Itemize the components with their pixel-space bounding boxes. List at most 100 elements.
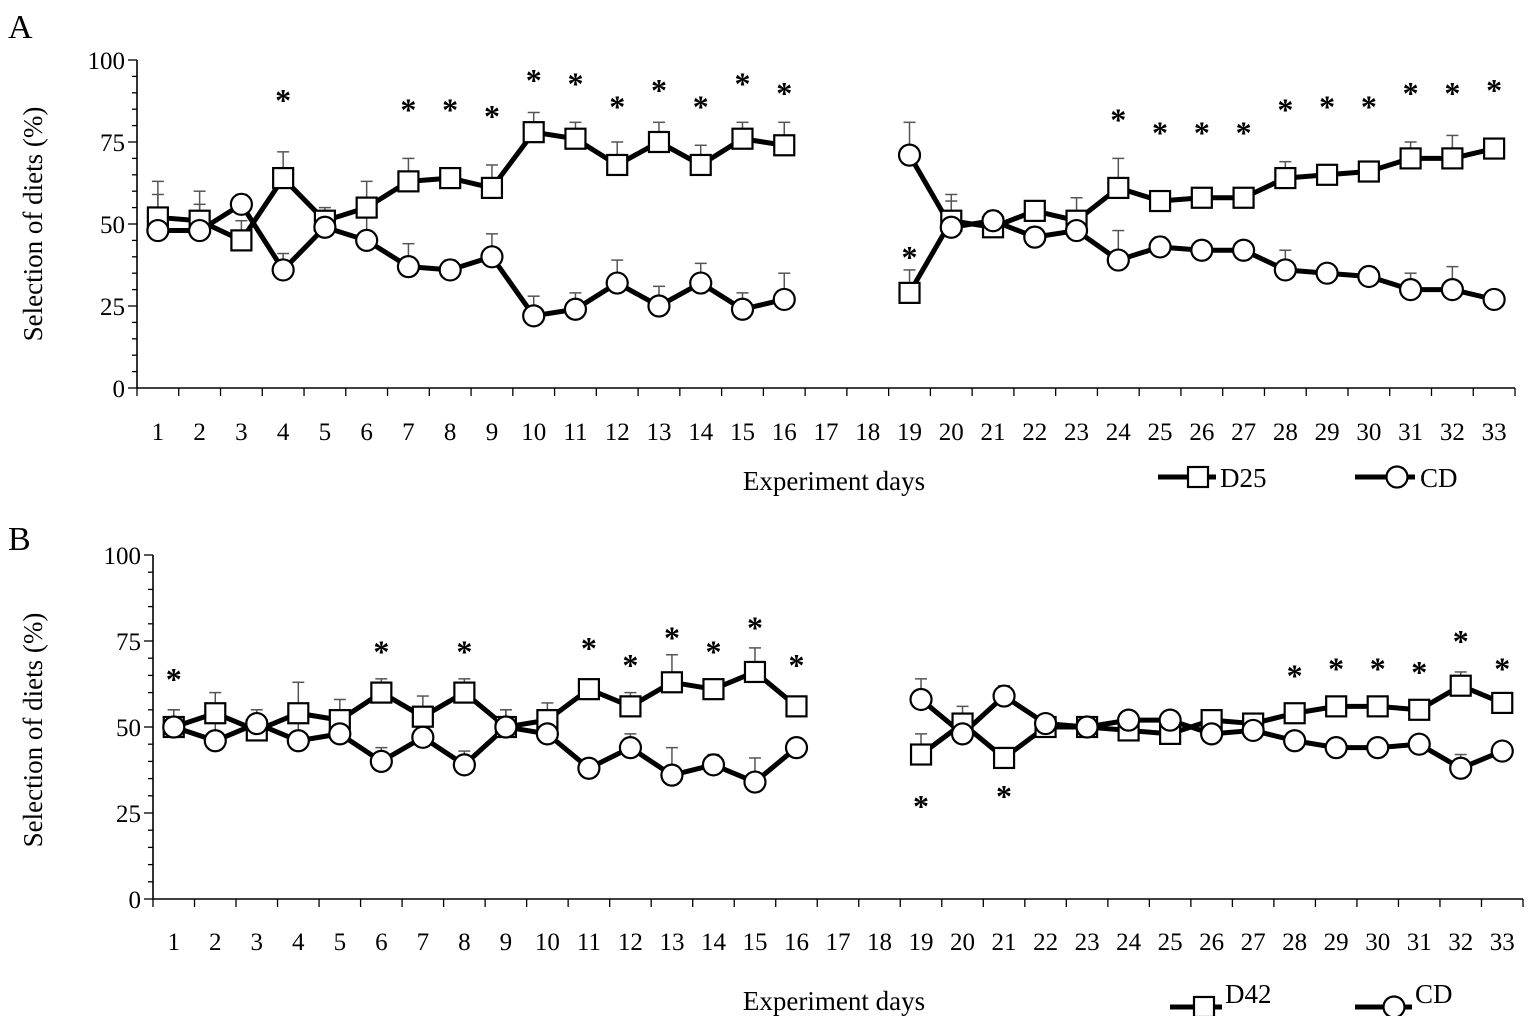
panel-a-point-cd: [229, 192, 253, 216]
panel-a-legend-marker-cd: [1385, 465, 1409, 489]
panel-b-significance-star: *: [1287, 658, 1303, 694]
panel-b-point-cd: [328, 722, 352, 746]
panel-a-significance-star: *: [693, 88, 709, 124]
panel-b-point-cd: [1283, 729, 1307, 753]
panel-b-significance-star: *: [1411, 654, 1427, 690]
panel-a-x-tick-label: 26: [1189, 419, 1214, 446]
panel-b-point-cd: [494, 715, 518, 739]
panel-a-point-d25: [1148, 189, 1172, 213]
panel-b-point-d42: [453, 681, 476, 704]
panel-b-x-tick-label: 12: [618, 929, 643, 956]
panel-b-point-d42: [743, 660, 767, 684]
panel-b-x-tick-label: 9: [500, 929, 513, 956]
panel-a-significance-star: *: [1236, 115, 1252, 151]
panel-b-point-d42: [702, 678, 725, 701]
panel-b-point-cd: [452, 753, 476, 777]
panel-b-point-cd: [1449, 756, 1473, 780]
panel-b-significance-star: *: [1370, 651, 1386, 687]
panel-a-significance-star: *: [1194, 115, 1210, 151]
panel-b-legend-marker-d42: [1192, 995, 1216, 1016]
panel-a-point-d25: [397, 170, 420, 193]
panel-b-x-tick-label: 32: [1448, 929, 1473, 956]
panel-b-point-d42: [1325, 695, 1348, 718]
panel-a-significance-star: *: [1403, 75, 1419, 111]
panel-a-x-tick-label: 2: [193, 419, 206, 446]
panel-a-significance-star: *: [1110, 101, 1126, 137]
panel-a-point-d25: [689, 153, 712, 177]
panel-a-significance-star: *: [1277, 92, 1293, 128]
panel-b-point-cd: [286, 729, 310, 753]
panel-b-x-tick-label: 5: [334, 929, 347, 956]
panel-b-y-tick-label: 75: [116, 629, 141, 656]
panel-b-point-d42: [204, 702, 227, 725]
panel-b-point-cd: [1075, 715, 1099, 739]
panel-a-x-tick-label: 10: [521, 419, 546, 446]
panel-b-x-tick-label: 18: [867, 929, 892, 956]
panel-a-point-cd: [1064, 218, 1089, 243]
panel-b-point-d42: [619, 695, 642, 718]
panel-b-point-cd: [1366, 736, 1390, 760]
panel-a-point-d25: [355, 196, 378, 219]
panel-b-significance-star: *: [166, 661, 182, 697]
panel-a-point-cd: [689, 271, 713, 295]
panel-b-point-cd: [535, 722, 559, 746]
panel-b-y-tick-label: 50: [116, 715, 141, 742]
panel-a-point-d25: [1399, 147, 1422, 170]
panel-a-x-tick-label: 15: [730, 419, 755, 446]
panel-a-x-tick-label: 25: [1148, 419, 1173, 446]
panel-a-point-d25: [1023, 199, 1046, 222]
panel-b-x-tick-label: 21: [992, 929, 1017, 956]
panel-b-point-d42: [370, 681, 393, 704]
panel-b-point-d42: [1283, 702, 1306, 725]
panel-b-x-tick-label: 26: [1199, 929, 1224, 956]
panel-b-y-tick-label: 0: [129, 887, 142, 914]
panel-a-point-d25: [564, 127, 587, 150]
panel-b-significance-star: *: [1453, 623, 1469, 659]
panel-b-x-tick-label: 15: [742, 929, 767, 956]
panel-b-x-tick-label: 8: [458, 929, 471, 956]
panel-a-point-cd: [438, 258, 462, 282]
panel-b-y-tick-label: 25: [116, 801, 141, 828]
panel-b-point-cd: [660, 763, 684, 787]
panel-a-y-tick-label: 100: [88, 48, 126, 75]
panel-a-significance-star: *: [1319, 88, 1335, 124]
panel-b-point-d42: [1491, 691, 1514, 715]
panel-a-point-d25: [1441, 147, 1464, 170]
panel-a-x-tick-label: 12: [605, 419, 630, 446]
panel-a-x-tick-label: 27: [1231, 419, 1256, 446]
panel-b-point-cd: [743, 770, 767, 794]
panel-a-x-tick-label: 19: [897, 419, 922, 446]
panel-b-letter: B: [8, 521, 31, 558]
panel-b-point-d42: [1408, 698, 1431, 721]
panel-a-x-tick-label: 6: [360, 419, 373, 446]
panel-b-point-cd: [1407, 732, 1431, 756]
panel-a-letter: A: [8, 9, 33, 46]
panel-a-point-cd: [480, 245, 504, 269]
panel-b-point-cd: [618, 736, 643, 760]
panel-b-significance-star: *: [747, 609, 763, 645]
panel-a-point-d25: [773, 134, 796, 157]
panel-a-x-tick-label: 17: [814, 419, 839, 446]
panel-b-point-cd: [1117, 708, 1141, 732]
panel-a-x-tick-label: 21: [981, 419, 1006, 446]
panel-b-x-tick-label: 17: [826, 929, 851, 956]
panel-a-x-tick-label: 4: [277, 419, 290, 446]
panel-a-point-cd: [939, 215, 963, 239]
panel-b-point-cd: [1033, 711, 1058, 736]
panel-b-point-cd: [162, 715, 186, 739]
panel-a-x-tick-label: 9: [486, 419, 499, 446]
panel-a-point-cd: [1231, 238, 1256, 262]
panel-b-x-tick-label: 2: [209, 929, 222, 956]
panel-b-point-cd: [909, 687, 933, 712]
panel-b-x-tick-label: 24: [1116, 929, 1142, 956]
panel-a-point-cd: [563, 297, 588, 321]
panel-b-x-tick-label: 7: [417, 929, 430, 956]
panel-a-point-d25: [647, 130, 671, 154]
panel-b-point-d42: [411, 705, 434, 728]
panel-b-x-tick-label: 1: [168, 929, 181, 956]
panel-a-x-tick-label: 11: [563, 419, 587, 446]
panel-b-significance-star: *: [1494, 651, 1510, 687]
panel-b-significance-star: *: [373, 633, 389, 669]
